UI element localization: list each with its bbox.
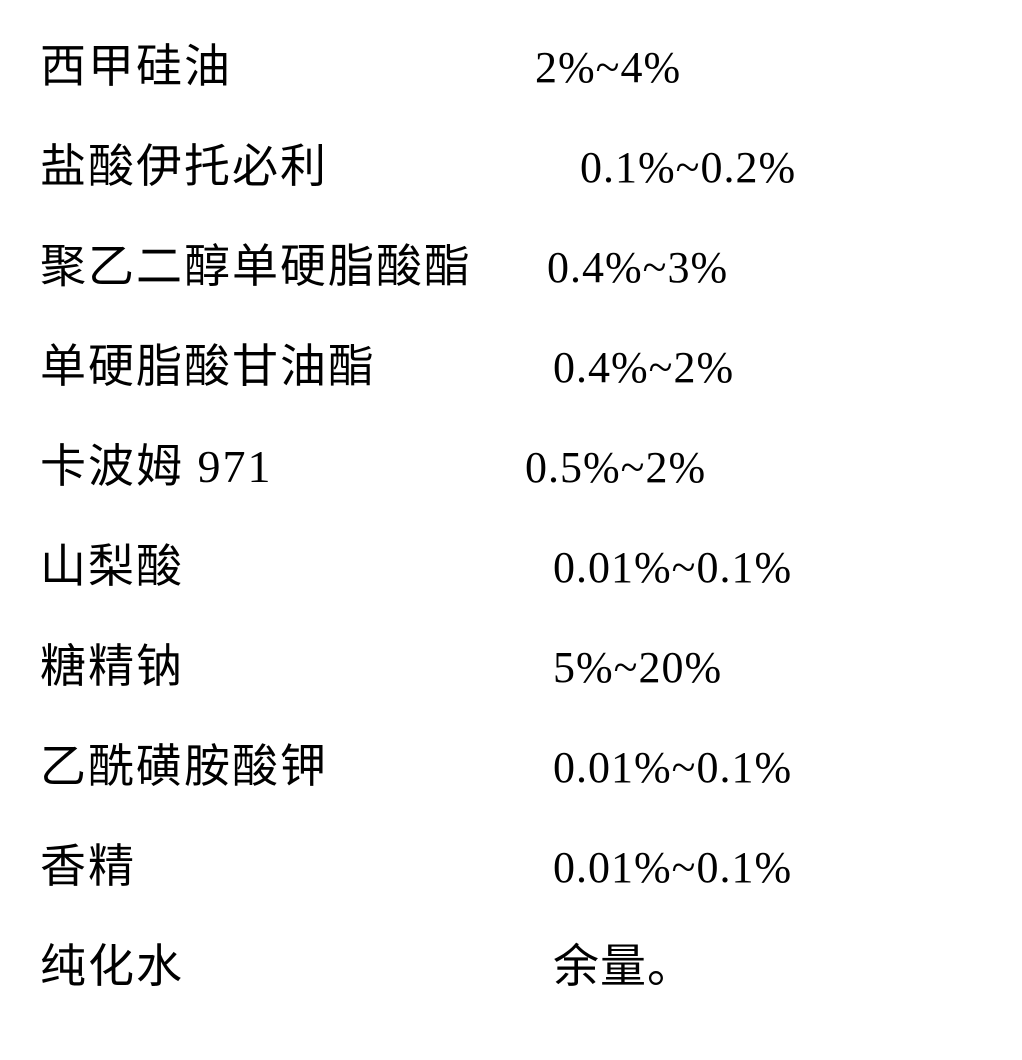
ingredient-value: 0.01%~0.1% <box>553 742 792 793</box>
table-row: 单硬脂酸甘油酯 0.4%~2% <box>40 330 982 388</box>
ingredient-table: 西甲硅油 2%~4% 盐酸伊托必利 0.1%~0.2% 聚乙二醇单硬脂酸酯 0.… <box>0 0 1022 1060</box>
ingredient-value: 0.4%~2% <box>553 342 734 393</box>
ingredient-value: 0.1%~0.2% <box>580 142 796 193</box>
ingredient-label: 盐酸伊托必利 <box>40 130 535 196</box>
ingredient-value: 0.4%~3% <box>547 242 728 293</box>
ingredient-label: 香精 <box>40 830 535 896</box>
table-row: 乙酰磺胺酸钾 0.01%~0.1% <box>40 730 982 788</box>
table-row: 盐酸伊托必利 0.1%~0.2% <box>40 130 982 188</box>
ingredient-value: 0.5%~2% <box>525 442 706 493</box>
ingredient-value: 0.01%~0.1% <box>553 542 792 593</box>
ingredient-value: 2%~4% <box>535 42 681 93</box>
ingredient-label: 卡波姆 971 <box>40 430 535 496</box>
ingredient-label: 糖精钠 <box>40 630 535 696</box>
table-row: 纯化水 余量。 <box>40 930 982 988</box>
table-row: 糖精钠 5%~20% <box>40 630 982 688</box>
table-row: 聚乙二醇单硬脂酸酯 0.4%~3% <box>40 230 982 288</box>
ingredient-label: 纯化水 <box>40 930 535 996</box>
table-row: 卡波姆 971 0.5%~2% <box>40 430 982 488</box>
ingredient-label: 乙酰磺胺酸钾 <box>40 730 535 796</box>
ingredient-label: 单硬脂酸甘油酯 <box>40 330 535 396</box>
ingredient-value: 0.01%~0.1% <box>553 842 792 893</box>
table-row: 西甲硅油 2%~4% <box>40 30 982 88</box>
ingredient-value: 5%~20% <box>553 642 722 693</box>
table-row: 山梨酸 0.01%~0.1% <box>40 530 982 588</box>
ingredient-label: 西甲硅油 <box>40 30 535 96</box>
ingredient-value: 余量。 <box>553 930 694 996</box>
table-row: 香精 0.01%~0.1% <box>40 830 982 888</box>
ingredient-label: 聚乙二醇单硬脂酸酯 <box>40 230 535 296</box>
ingredient-label: 山梨酸 <box>40 530 535 596</box>
